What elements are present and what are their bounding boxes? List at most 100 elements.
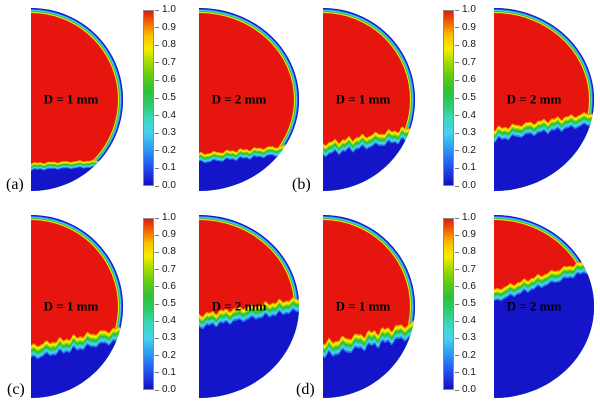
tick-mark bbox=[455, 79, 459, 81]
tick-label: 0.6 bbox=[162, 74, 176, 86]
colorbar-gradient bbox=[443, 218, 454, 390]
tick-mark bbox=[155, 97, 159, 99]
tick-mark bbox=[155, 9, 159, 11]
tick-mark bbox=[455, 62, 459, 64]
tick-mark bbox=[155, 44, 159, 46]
diameter-label: D = 2 mm bbox=[211, 91, 267, 107]
tick-label: 1.0 bbox=[162, 212, 176, 223]
diameter-label: D = 1 mm bbox=[335, 91, 391, 107]
contour-plot-c-d2mm: D = 2 mm bbox=[199, 215, 299, 398]
tick-label: 0.9 bbox=[162, 229, 176, 241]
tick-mark bbox=[155, 115, 159, 117]
tick-label: 0.5 bbox=[162, 298, 176, 309]
panel-letter: (b) bbox=[292, 176, 311, 193]
tick-mark bbox=[455, 217, 459, 219]
tick-mark bbox=[455, 303, 459, 305]
panel-c: (c) D = 1 mm 1.0 0.9 0.8 0.7 0.6 0.5 0.4 0.3 0.2… bbox=[0, 204, 300, 409]
tick-label: 0.7 bbox=[162, 263, 176, 275]
tick-label: 0.9 bbox=[162, 21, 176, 33]
colorbar-ticks: 1.0 0.9 0.8 0.7 0.6 0.5 0.4 0.3 0.2 0.1 0.0 bbox=[155, 5, 195, 191]
colorbar: 1.0 0.9 0.8 0.7 0.6 0.5 0.4 0.3 0.2 0.1 0.0 bbox=[443, 5, 495, 191]
tick-label: 0.8 bbox=[162, 246, 176, 258]
tick-label: 0.1 bbox=[162, 366, 176, 378]
tick-label: 0.5 bbox=[462, 298, 476, 309]
tick-mark bbox=[455, 269, 459, 271]
colorbar: 1.0 0.9 0.8 0.7 0.6 0.5 0.4 0.3 0.2 0.1 0.0 bbox=[443, 213, 495, 395]
tick-label: 0.5 bbox=[162, 92, 176, 103]
tick-mark bbox=[155, 217, 159, 219]
diameter-label: D = 2 mm bbox=[211, 298, 267, 314]
tick-label: 0.7 bbox=[462, 56, 476, 68]
tick-mark bbox=[155, 62, 159, 64]
tick-label: 0.6 bbox=[462, 280, 476, 292]
tick-label: 1.0 bbox=[462, 212, 476, 223]
diameter-label: D = 2 mm bbox=[506, 298, 562, 314]
colorbar-ticks: 1.0 0.9 0.8 0.7 0.6 0.5 0.4 0.3 0.2 0.1 0.0 bbox=[455, 213, 495, 395]
tick-label: 0.8 bbox=[162, 39, 176, 51]
tick-label: 1.0 bbox=[462, 4, 476, 15]
tick-mark bbox=[455, 320, 459, 322]
tick-label: 0.5 bbox=[462, 92, 476, 103]
tick-mark bbox=[455, 389, 459, 391]
tick-mark bbox=[455, 132, 459, 134]
contour-plot-d-d1mm: D = 1 mm bbox=[323, 215, 415, 398]
tick-mark bbox=[455, 337, 459, 339]
tick-label: 0.0 bbox=[162, 180, 176, 191]
tick-label: 0.6 bbox=[162, 280, 176, 292]
tick-label: 0.7 bbox=[462, 263, 476, 275]
colorbar-ticks: 1.0 0.9 0.8 0.7 0.6 0.5 0.4 0.3 0.2 0.1 0.0 bbox=[455, 5, 495, 191]
tick-label: 0.1 bbox=[462, 366, 476, 378]
diameter-label: D = 2 mm bbox=[506, 91, 562, 107]
tick-label: 0.3 bbox=[462, 332, 476, 344]
colorbar-ticks: 1.0 0.9 0.8 0.7 0.6 0.5 0.4 0.3 0.2 0.1 0.0 bbox=[155, 213, 195, 395]
half-disk-contour bbox=[199, 8, 299, 191]
tick-label: 0.3 bbox=[462, 127, 476, 139]
tick-mark bbox=[155, 79, 159, 81]
tick-mark bbox=[155, 150, 159, 152]
tick-mark bbox=[155, 167, 159, 169]
diameter-label: D = 1 mm bbox=[43, 298, 99, 314]
tick-label: 0.1 bbox=[162, 162, 176, 174]
tick-label: 0.6 bbox=[462, 74, 476, 86]
tick-mark bbox=[155, 372, 159, 374]
tick-mark bbox=[155, 337, 159, 339]
half-disk-contour bbox=[494, 215, 594, 398]
half-disk-contour bbox=[494, 8, 594, 191]
tick-label: 0.3 bbox=[162, 127, 176, 139]
tick-label: 0.8 bbox=[462, 39, 476, 51]
tick-label: 0.8 bbox=[462, 246, 476, 258]
tick-mark bbox=[155, 27, 159, 29]
tick-label: 0.9 bbox=[462, 229, 476, 241]
panel-b: (b) D = 1 mm 1.0 0.9 0.8 0.7 0.6 0.5 0.4 0.3 0.2… bbox=[292, 0, 600, 205]
tick-label: 0.2 bbox=[162, 349, 176, 361]
tick-label: 0.2 bbox=[462, 349, 476, 361]
tick-mark bbox=[155, 234, 159, 236]
tick-label: 0.4 bbox=[462, 109, 476, 121]
half-disk-contour bbox=[323, 215, 415, 398]
tick-mark bbox=[455, 167, 459, 169]
half-disk-contour bbox=[323, 8, 415, 191]
tick-label: 0.4 bbox=[462, 315, 476, 327]
tick-label: 0.4 bbox=[162, 109, 176, 121]
tick-label: 1.0 bbox=[162, 4, 176, 15]
panel-d: (d) D = 1 mm 1.0 0.9 0.8 0.7 0.6 0.5 0.4 0.3 0.2… bbox=[296, 204, 600, 409]
half-disk-contour bbox=[31, 8, 123, 191]
tick-label: 0.2 bbox=[162, 144, 176, 156]
panel-letter: (a) bbox=[6, 176, 24, 193]
tick-mark bbox=[155, 389, 159, 391]
tick-label: 0.4 bbox=[162, 315, 176, 327]
tick-mark bbox=[455, 115, 459, 117]
half-disk-contour bbox=[199, 215, 299, 398]
tick-mark bbox=[455, 185, 459, 187]
tick-label: 0.2 bbox=[462, 144, 476, 156]
tick-label: 0.0 bbox=[162, 384, 176, 395]
contour-plot-b-d1mm: D = 1 mm bbox=[323, 8, 415, 191]
colorbar-gradient bbox=[143, 10, 154, 186]
diameter-label: D = 1 mm bbox=[43, 91, 99, 107]
tick-mark bbox=[455, 251, 459, 253]
contour-plot-b-d2mm: D = 2 mm bbox=[494, 8, 594, 191]
half-disk-contour bbox=[31, 215, 123, 398]
tick-label: 0.0 bbox=[462, 384, 476, 395]
tick-mark bbox=[455, 150, 459, 152]
